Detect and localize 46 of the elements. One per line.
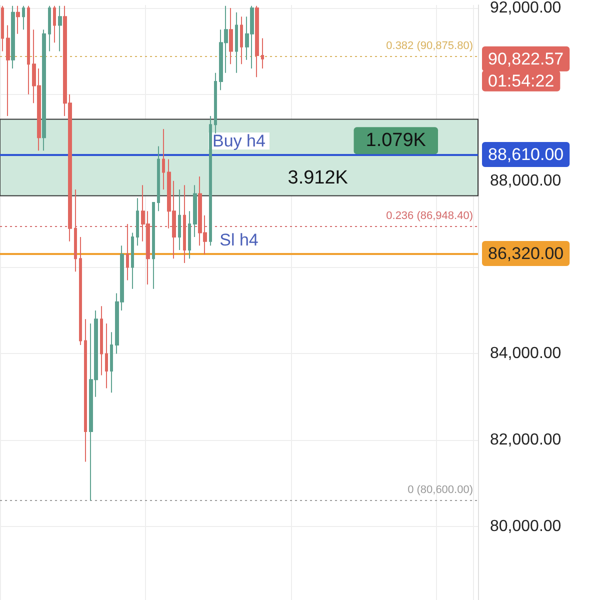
candlestick	[193, 184, 197, 238]
candlestick	[162, 128, 165, 190]
y-tick-label: 82,000.00	[490, 432, 562, 449]
y-tick-label: 80,000.00	[490, 518, 562, 536]
candlestick	[79, 236, 82, 346]
ref-line-label: 0.236 (86,948.40)	[386, 210, 473, 222]
candlestick	[84, 318, 87, 462]
annotation: 1.079K	[366, 130, 426, 152]
candlestick	[6, 24, 10, 117]
ref-line-label: Buy h4	[212, 131, 266, 150]
candlestick	[229, 8, 233, 65]
text: 01:54:22	[488, 71, 554, 90]
candlestick	[1, 5, 4, 52]
y-tick-label: 92,000.00	[490, 0, 562, 16]
text: 86,320.00	[488, 244, 564, 263]
candlestick	[48, 5, 51, 52]
candlestick	[261, 38, 264, 69]
candlestick	[105, 322, 108, 389]
candlestick	[157, 146, 160, 212]
candlestick	[209, 116, 212, 246]
candlestick	[240, 16, 243, 65]
candlestick	[152, 202, 155, 290]
candlestick	[42, 29, 46, 152]
text: 88,610.00	[488, 144, 564, 164]
candlestick	[235, 12, 238, 74]
candlestick	[178, 188, 181, 250]
candlestick	[53, 5, 56, 44]
candlestick	[11, 5, 15, 69]
candlestick	[58, 5, 62, 52]
candlestick	[136, 198, 139, 246]
candlestick	[100, 306, 103, 376]
candlestick	[131, 232, 134, 290]
candlestick	[27, 5, 30, 95]
candlestick	[214, 72, 217, 134]
annotation: 3.912K	[288, 168, 348, 189]
candlestick	[22, 5, 25, 30]
y-tick-label: 84,000.00	[490, 345, 562, 362]
ref-line-label: 0.382 (90,875.80)	[386, 40, 473, 52]
y-tick-label: 88,000.00	[490, 172, 562, 190]
ref-line-label: Sl h4	[220, 230, 258, 250]
candlestick	[16, 5, 20, 34]
ref-line-label: 0 (80,600.00)	[408, 484, 473, 496]
candlestick	[255, 5, 259, 78]
text: 90,822.57	[488, 49, 564, 68]
candlestick	[110, 332, 113, 394]
candlestick	[188, 210, 191, 260]
